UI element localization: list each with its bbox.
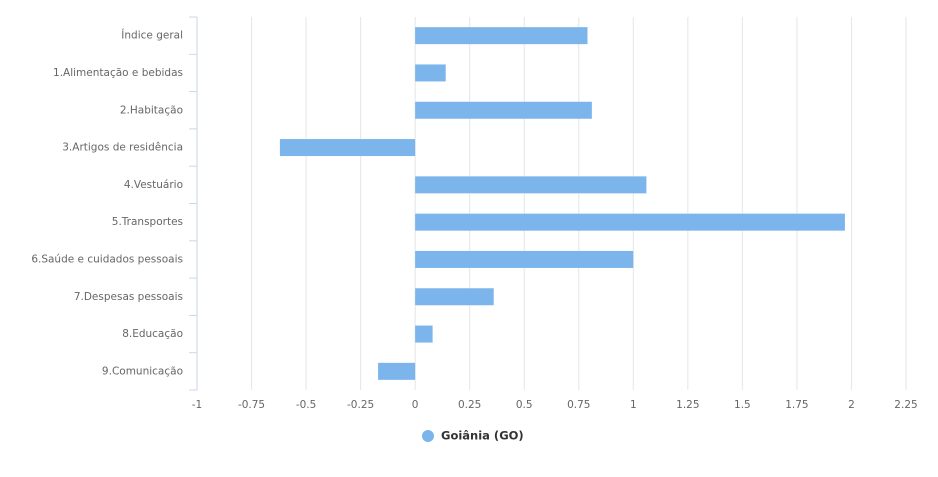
x-tick-label: 1: [630, 399, 637, 411]
x-tick-label: 0.5: [516, 399, 533, 411]
x-tick-label: 0: [412, 399, 419, 411]
x-tick-label: -1: [192, 399, 202, 411]
y-tick-label: 5.Transportes: [112, 216, 183, 228]
y-tick-label: 8.Educação: [122, 328, 183, 340]
x-tick-label: 1.75: [785, 399, 808, 411]
y-tick-label: 4.Vestuário: [124, 179, 183, 191]
bar: [378, 362, 416, 380]
x-tick-label: 0.25: [458, 399, 481, 411]
x-tick-label: 1.5: [734, 399, 751, 411]
y-tick-label: 3.Artigos de residência: [62, 142, 183, 154]
bar: [279, 139, 416, 157]
x-tick-label: -0.5: [296, 399, 317, 411]
bar: [415, 176, 647, 194]
bar: [415, 27, 588, 45]
x-tick-label: 2.25: [894, 399, 917, 411]
legend-label: Goiânia (GO): [441, 429, 524, 443]
bar: [415, 101, 592, 119]
x-tick-label: 2: [848, 399, 855, 411]
bar: [415, 250, 634, 268]
y-tick-label: 7.Despesas pessoais: [74, 291, 183, 303]
legend-marker: [422, 430, 434, 442]
y-tick-label: 6.Saúde e cuidados pessoais: [31, 253, 183, 265]
y-tick-label: 1.Alimentação e bebidas: [53, 67, 183, 79]
bar: [415, 64, 446, 82]
x-tick-label: -0.75: [238, 399, 265, 411]
x-tick-label: 0.75: [567, 399, 590, 411]
x-tick-label: 1.25: [676, 399, 699, 411]
bar: [415, 213, 845, 231]
bar: [415, 288, 494, 306]
y-tick-label: 9.Comunicação: [102, 365, 183, 377]
y-tick-label: 2.Habitação: [120, 104, 183, 116]
y-tick-label: Índice geral: [121, 29, 183, 42]
bar: [415, 325, 433, 343]
x-tick-label: -0.25: [347, 399, 374, 411]
